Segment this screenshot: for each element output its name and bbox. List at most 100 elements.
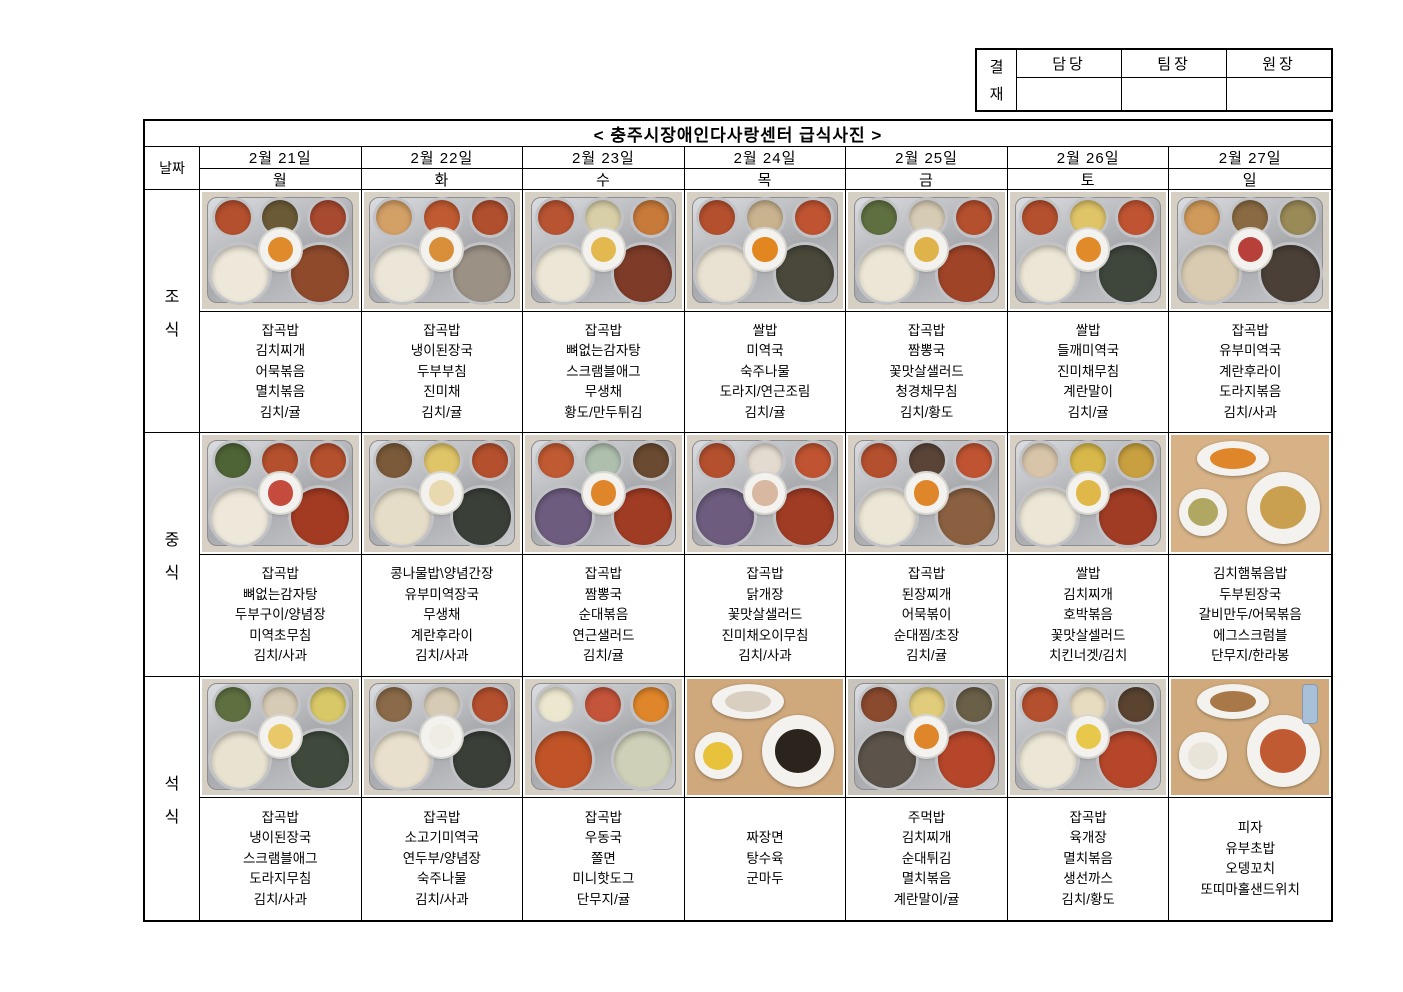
meal-tray-photo [363, 435, 521, 552]
rice-compartment [857, 731, 916, 789]
fruit [429, 723, 455, 750]
menu-item: 잡곡밥 [907, 322, 946, 338]
menu-cell: 잡곡밥 짬뽕국 꽃맛살샐러드 청경채무침 김치/황도 [846, 311, 1008, 434]
menu-item: 김치/귤 [744, 404, 786, 420]
menu-item: 계란말이/귤 [893, 891, 960, 907]
rice-compartment [696, 487, 755, 545]
side-dish-bowl [214, 443, 251, 479]
menu-cell: 쌀밥 미역국 숙주나물 도라지/연근조림 김치/귤 [684, 311, 847, 434]
main-plate [761, 714, 834, 788]
fruit-bowl [1067, 472, 1109, 514]
side-dish-bowl [310, 200, 347, 236]
fruit-bowl [583, 229, 624, 271]
menu-item: 된장찌개 [901, 586, 952, 602]
menu-item: 꽃맛살샐러드 [889, 363, 964, 379]
side-dish-bowl [262, 686, 299, 722]
fruit [429, 237, 455, 263]
menu-item: 김치햄볶음밥 [1212, 566, 1288, 582]
side-dish-bowl [956, 443, 993, 479]
main-plate [1247, 471, 1320, 544]
side-dish-bowl [376, 686, 413, 722]
menu-item: 김치/사과 [738, 648, 792, 664]
side-dish-bowl [214, 686, 251, 722]
menu-item: 계란후라이 [410, 627, 473, 643]
rice-compartment [372, 731, 431, 789]
rice-compartment [1019, 731, 1078, 789]
side-dish-bowl [699, 200, 736, 236]
menu-item: 탕수육 [746, 850, 784, 866]
menu-item: 육개장 [1069, 830, 1107, 846]
menu-item: 잡곡밥 [907, 566, 946, 582]
fruit-bowl [259, 472, 301, 514]
meal-tray-photo [848, 192, 1005, 309]
fruit [590, 480, 617, 506]
menu-item: 황도/만두튀김 [564, 404, 643, 420]
menu-item: 김치/귤 [906, 648, 948, 664]
menu-item: 치킨너겟/김치 [1048, 648, 1128, 664]
meal-label-char: 식 [164, 808, 180, 826]
fruit [267, 723, 293, 750]
menu-item: 미역초무침 [249, 627, 312, 643]
fruit-bowl [906, 229, 947, 271]
menu-item: 도라지/연근조림 [719, 384, 811, 400]
soup-compartment [614, 731, 673, 789]
side-dish-bowl [908, 200, 945, 236]
side-plate [1196, 684, 1270, 720]
meal-photo-cell [1169, 677, 1331, 799]
side-dish-bowl [1022, 443, 1059, 479]
fruit-bowl [421, 472, 463, 514]
menu-cell: 잡곡밥 육개장 멸치볶음 생선까스 김치/황도 [1008, 798, 1170, 920]
menu-cell: 잡곡밥 우동국 쫄면 미니핫도그 단무지/귤 [523, 798, 685, 920]
fruit [590, 237, 617, 263]
menu-item: 피자 [1237, 820, 1263, 836]
side-dish-bowl [1022, 686, 1059, 722]
menu-cell: 김치햄볶음밥 두부된장국 갈비만두/어묵볶음 에그스크럼블 단무지/한라봉 [1169, 555, 1331, 677]
approval-stamp-char-top: 결 [989, 59, 1004, 76]
menu-cell: 잡곡밥 뼈없는감자탕 두부구이/양념장 미역초무침 김치/사과 [200, 554, 362, 677]
soup-compartment [937, 731, 996, 789]
menu-item: 유부미역국 [1219, 343, 1282, 359]
menu-cell: 주먹밥 김치찌개 순대튀김 멸치볶음 계란말이/귤 [846, 798, 1008, 920]
main-food [1260, 485, 1307, 530]
approval-stamp-char-bottom: 재 [989, 86, 1004, 103]
fruit-bowl [1067, 229, 1109, 271]
menu-item: 뼈없는감자탕 [243, 586, 318, 602]
side-dish-bowl [860, 686, 897, 722]
fruit [913, 480, 940, 506]
approval-table: 결 재 담당 팀장 원장 [975, 48, 1333, 112]
meal-label-char: 석 [164, 775, 180, 793]
side-dish-bowl [262, 200, 299, 236]
menu-cell: 쌀밥 들깨미역국 진미채무침 계란말이 김치/귤 [1007, 311, 1170, 434]
fruit-bowl [744, 472, 786, 514]
fruit-bowl [583, 472, 624, 514]
side-dish-bowl [1117, 443, 1154, 479]
date-cell: 2월 24일 [684, 147, 847, 169]
fruit-bowl [744, 229, 786, 271]
menu-item: 또띠마홀샌드위치 [1200, 881, 1300, 897]
menu-item: 갈비만두/어묵볶음 [1198, 607, 1302, 623]
side-dish-bowl [908, 686, 945, 722]
meal-photo-cell [523, 190, 685, 312]
menu-item: 냉이된장국 [410, 343, 473, 359]
side-dish-bowl [262, 443, 299, 479]
meal-tray-photo [848, 678, 1005, 796]
meal-photo-cell [1007, 433, 1170, 555]
menu-item: 도라지볶음 [1219, 384, 1282, 400]
menu-item: 콩나물밥\양념간장 [390, 566, 494, 582]
soup-compartment [775, 487, 834, 545]
main-food [1260, 729, 1307, 773]
menu-item: 잡곡밥 [584, 566, 623, 582]
side-dish-bowl [956, 686, 993, 722]
meal-tray-photo [1009, 192, 1167, 309]
approval-signature-space [1017, 78, 1121, 110]
meal-photo-cell [361, 676, 524, 799]
fruit [752, 237, 778, 263]
side-food [724, 691, 771, 713]
soup-compartment [1099, 731, 1158, 789]
side-dish-bowl [423, 686, 460, 722]
menu-item: 두부구이/양념장 [234, 607, 326, 623]
